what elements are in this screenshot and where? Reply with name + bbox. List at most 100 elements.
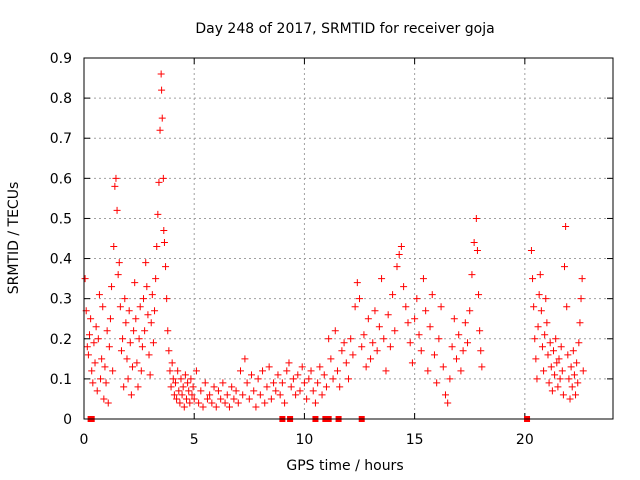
data-point <box>197 387 205 395</box>
data-point <box>106 315 114 323</box>
data-point <box>117 347 125 355</box>
data-point <box>563 303 571 311</box>
data-point <box>195 399 203 407</box>
data-point <box>556 375 564 383</box>
y-tick-label: 0.8 <box>50 91 72 107</box>
data-point <box>562 222 570 230</box>
data-point <box>167 383 175 391</box>
data-point <box>457 367 465 375</box>
data-point <box>316 363 324 371</box>
data-point <box>564 351 572 359</box>
data-point <box>393 263 401 271</box>
data-point <box>329 375 337 383</box>
x-tick-label: 10 <box>296 432 314 448</box>
data-point <box>234 399 242 407</box>
data-point <box>199 403 207 411</box>
data-point <box>130 327 138 335</box>
data-point <box>318 391 326 399</box>
data-point <box>292 391 300 399</box>
data-point <box>439 363 447 371</box>
data-point <box>171 379 179 387</box>
data-point <box>162 263 170 271</box>
data-point <box>133 359 141 367</box>
data-point <box>128 363 136 371</box>
data-point <box>160 239 168 247</box>
data-point <box>236 367 244 375</box>
data-point <box>546 339 554 347</box>
data-point <box>173 395 181 403</box>
data-point <box>151 307 159 315</box>
data-point <box>134 383 142 391</box>
data-point <box>168 359 176 367</box>
data-point <box>543 319 551 327</box>
data-point <box>142 259 150 267</box>
data-point <box>552 335 560 343</box>
data-point <box>272 387 280 395</box>
data-point <box>311 399 319 407</box>
data-point <box>384 311 392 319</box>
data-point <box>147 319 155 327</box>
data-point <box>169 375 177 383</box>
data-point <box>549 347 557 355</box>
data-point <box>170 391 178 399</box>
data-point <box>577 295 585 303</box>
data-point <box>544 351 552 359</box>
data-point <box>559 391 567 399</box>
data-point <box>470 239 478 247</box>
data-point <box>287 383 295 391</box>
data-point <box>112 174 120 182</box>
data-point <box>347 335 355 343</box>
data-point <box>476 327 484 335</box>
data-point <box>225 403 233 411</box>
data-point <box>422 307 430 315</box>
data-point <box>243 379 251 387</box>
data-point <box>181 371 189 379</box>
data-point <box>300 379 308 387</box>
data-point <box>127 391 135 399</box>
data-point <box>283 367 291 375</box>
data-point <box>137 367 145 375</box>
data-point <box>177 375 185 383</box>
data-point <box>548 387 556 395</box>
data-point <box>148 291 156 299</box>
data-point <box>189 383 197 391</box>
data-point <box>166 367 174 375</box>
grid <box>84 58 613 419</box>
data-point <box>530 303 538 311</box>
data-point <box>241 355 249 363</box>
data-point <box>136 303 144 311</box>
data-point <box>558 367 566 375</box>
data-point <box>263 383 271 391</box>
data-point <box>99 303 107 311</box>
data-point <box>221 399 229 407</box>
data-point <box>527 247 535 255</box>
data-point <box>362 363 370 371</box>
data-point <box>408 359 416 367</box>
data-point <box>545 379 553 387</box>
data-point <box>461 319 469 327</box>
data-point <box>100 395 108 403</box>
data-point <box>369 339 377 347</box>
data-point <box>259 367 267 375</box>
data-point <box>529 275 537 283</box>
data-point <box>448 343 456 351</box>
data-point <box>103 327 111 335</box>
data-point <box>540 367 548 375</box>
data-point <box>88 367 96 375</box>
data-point <box>126 339 134 347</box>
y-tick-label: 0.5 <box>50 211 72 227</box>
data-point <box>256 391 264 399</box>
data-point <box>338 347 346 355</box>
data-point <box>185 387 193 395</box>
data-point <box>105 343 113 351</box>
data-point <box>132 315 140 323</box>
data-point <box>406 339 414 347</box>
data-point <box>145 351 153 359</box>
data-point <box>274 371 282 379</box>
data-point <box>153 243 161 251</box>
data-point <box>345 375 352 383</box>
data-point <box>576 319 584 327</box>
data-point <box>375 323 383 331</box>
data-point <box>322 383 330 391</box>
data-point <box>395 251 403 259</box>
